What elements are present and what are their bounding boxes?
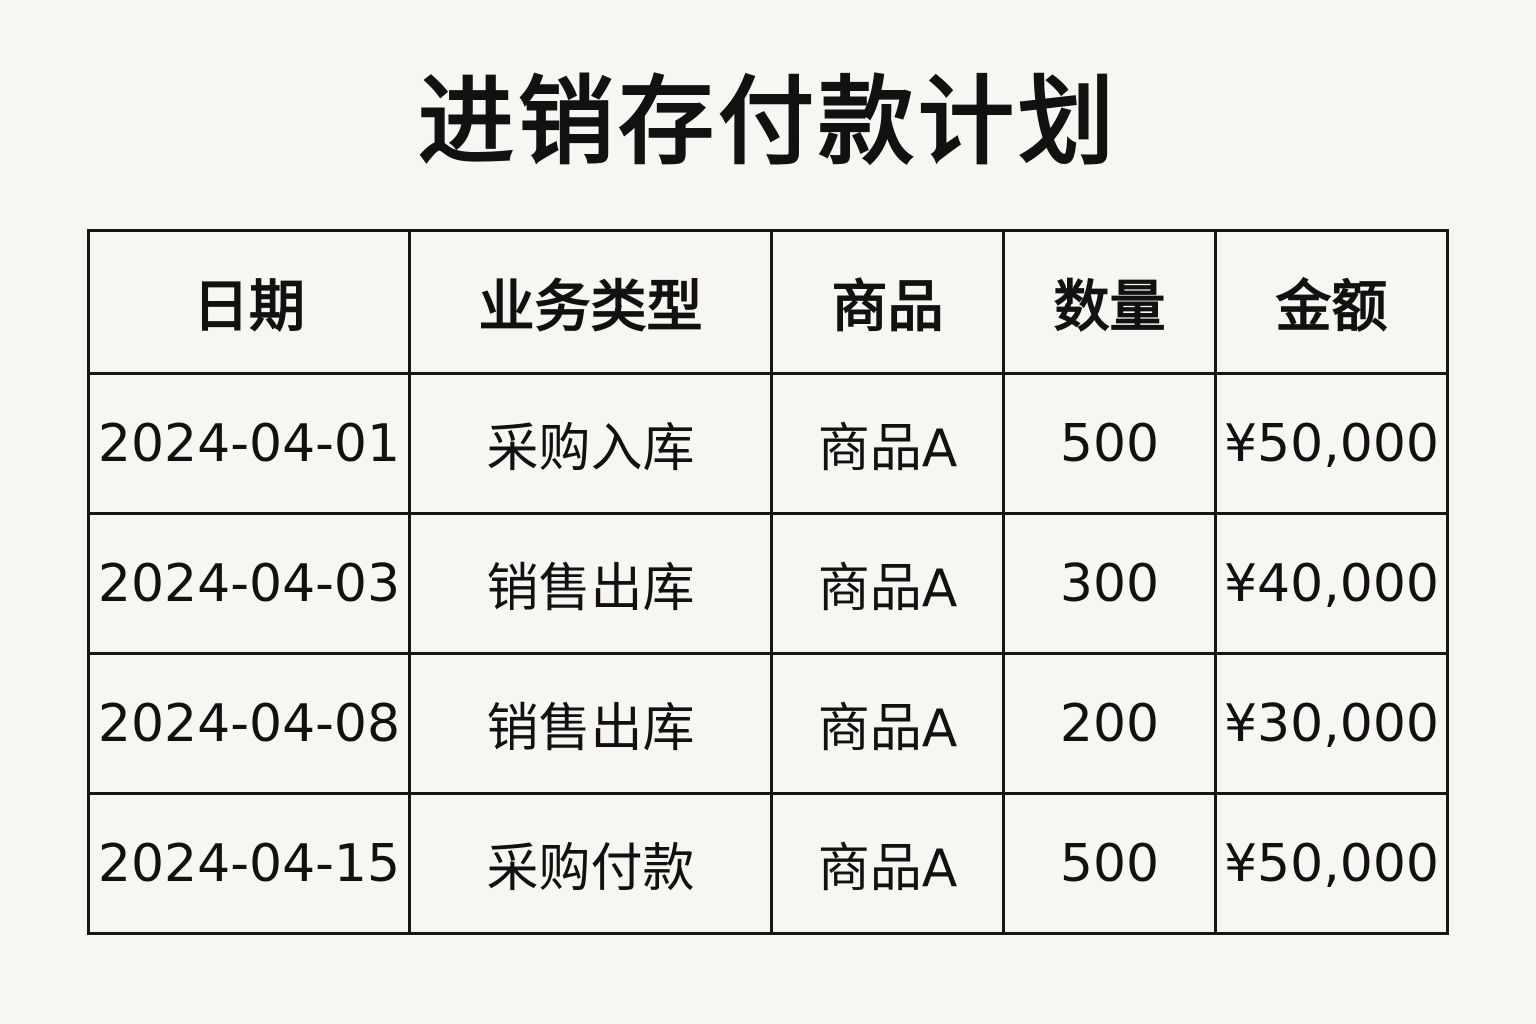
cell-product: 商品A <box>770 652 1005 795</box>
cell-date: 2024-04-08 <box>87 652 411 795</box>
cell-date: 2024-04-03 <box>87 512 411 655</box>
cell-amount: ¥50,000 <box>1214 792 1449 935</box>
cell-amount: ¥50,000 <box>1214 372 1449 515</box>
cell-quantity: 200 <box>1002 652 1217 795</box>
cell-business-type: 采购付款 <box>408 792 773 935</box>
header-amount: 金额 <box>1214 229 1449 375</box>
table-row: 2024-04-15 采购付款 商品A 500 ¥50,000 <box>87 792 1449 935</box>
cell-business-type: 采购入库 <box>408 372 773 515</box>
header-date: 日期 <box>87 229 411 375</box>
cell-date: 2024-04-15 <box>87 792 411 935</box>
payment-plan-table: 日期 业务类型 商品 数量 金额 2024-04-01 采购入库 商品A 500… <box>87 229 1449 935</box>
cell-amount: ¥30,000 <box>1214 652 1449 795</box>
cell-date: 2024-04-01 <box>87 372 411 515</box>
cell-business-type: 销售出库 <box>408 652 773 795</box>
table-row: 2024-04-01 采购入库 商品A 500 ¥50,000 <box>87 372 1449 515</box>
page-title: 进销存付款计划 <box>418 66 1118 178</box>
cell-quantity: 500 <box>1002 372 1217 515</box>
cell-quantity: 300 <box>1002 512 1217 655</box>
cell-amount: ¥40,000 <box>1214 512 1449 655</box>
table-row: 2024-04-03 销售出库 商品A 300 ¥40,000 <box>87 512 1449 655</box>
cell-quantity: 500 <box>1002 792 1217 935</box>
header-product: 商品 <box>770 229 1005 375</box>
cell-product: 商品A <box>770 792 1005 935</box>
cell-product: 商品A <box>770 372 1005 515</box>
table-row: 2024-04-08 销售出库 商品A 200 ¥30,000 <box>87 652 1449 795</box>
header-quantity: 数量 <box>1002 229 1217 375</box>
table-header-row: 日期 业务类型 商品 数量 金额 <box>87 229 1449 375</box>
cell-product: 商品A <box>770 512 1005 655</box>
cell-business-type: 销售出库 <box>408 512 773 655</box>
header-business-type: 业务类型 <box>408 229 773 375</box>
